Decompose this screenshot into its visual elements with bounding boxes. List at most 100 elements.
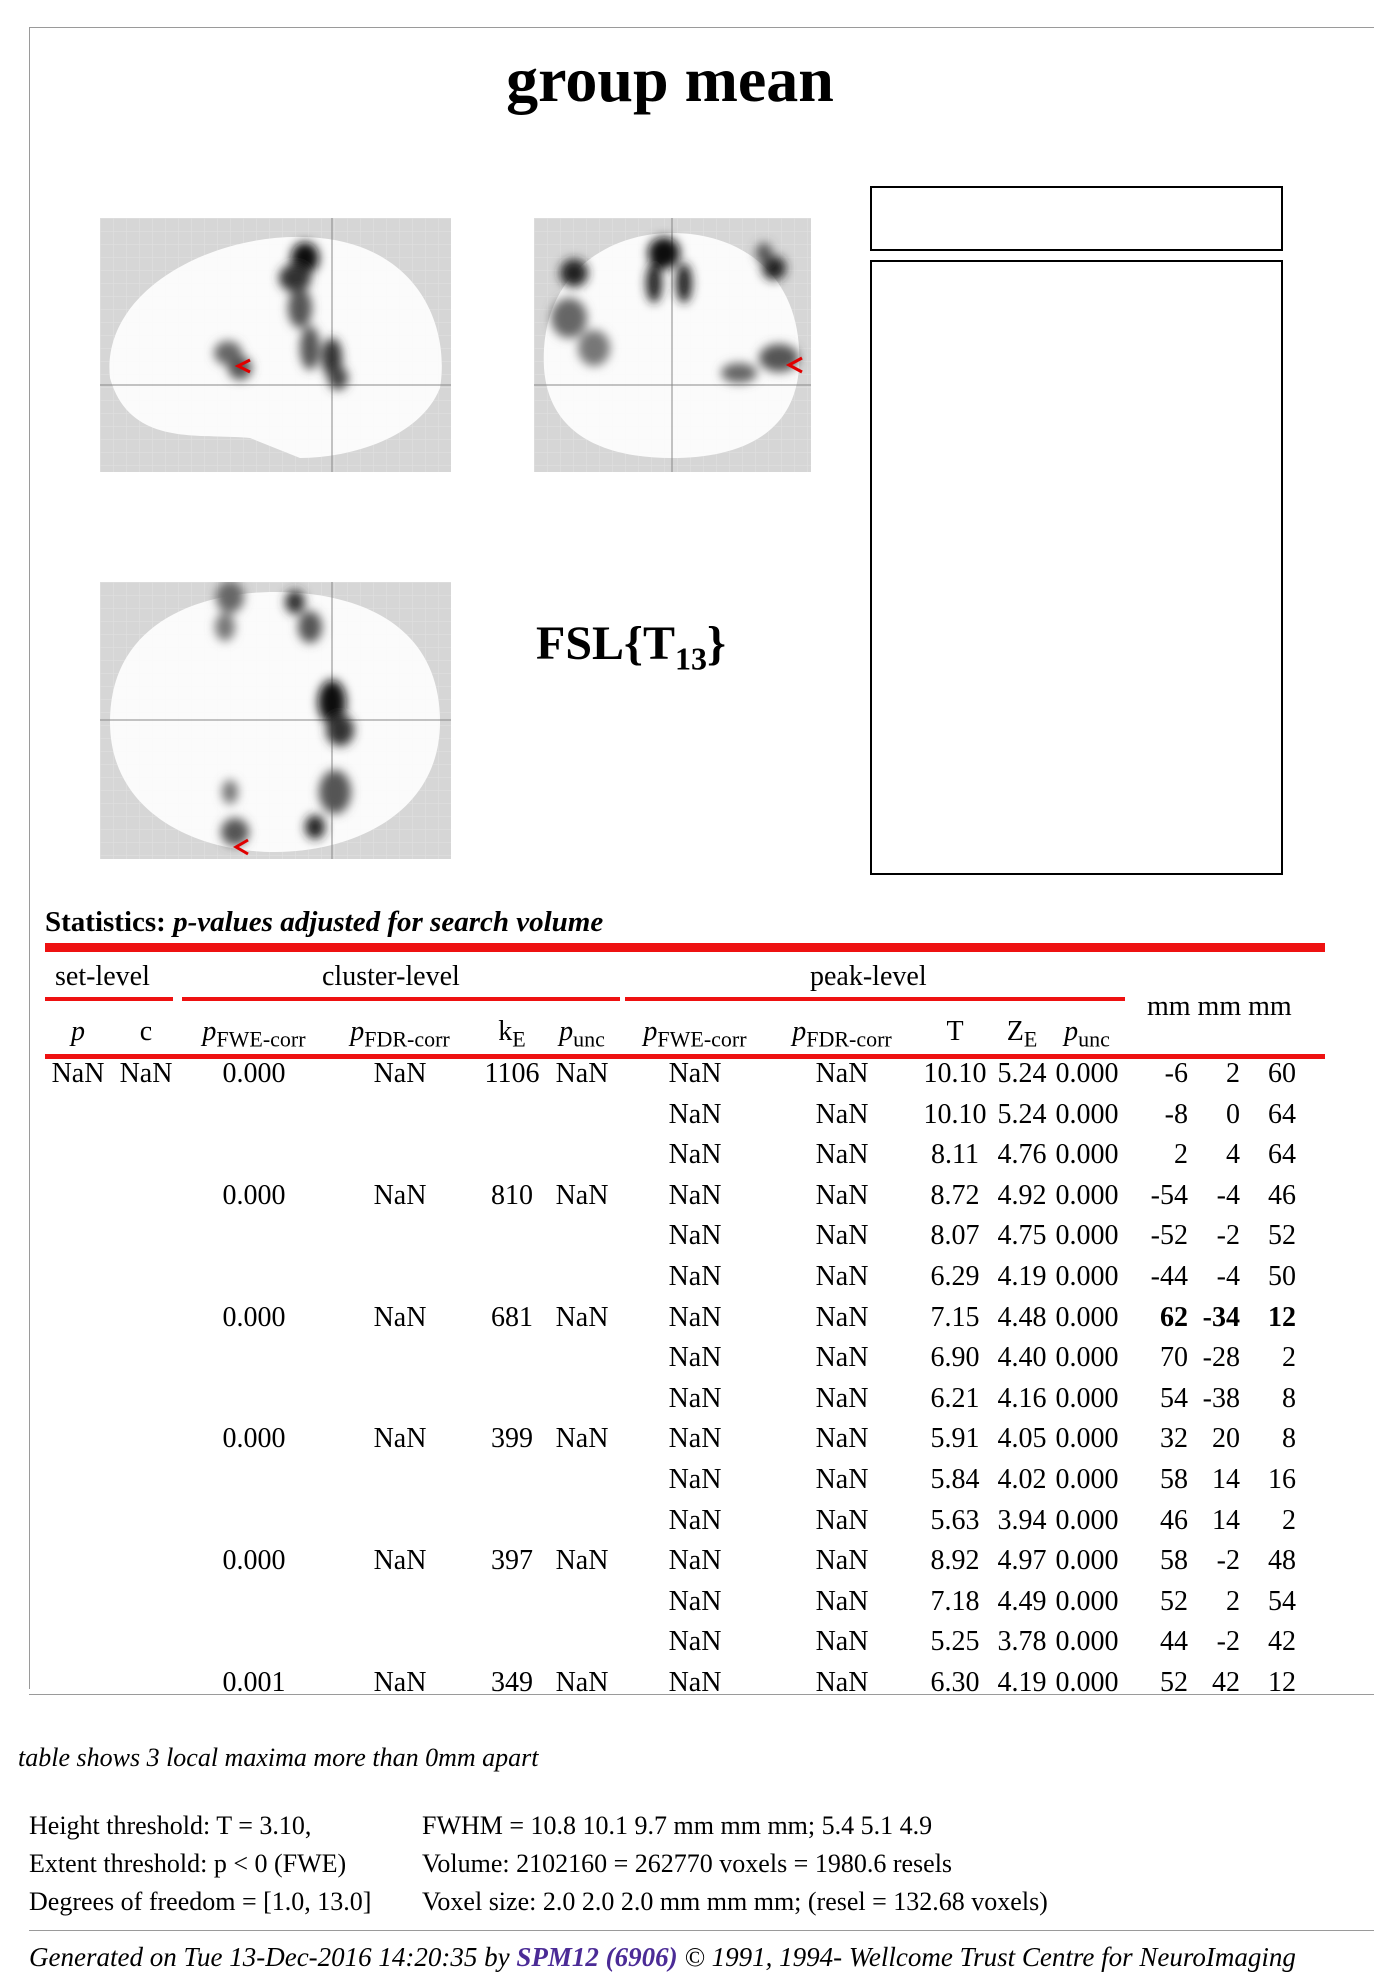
cell-pk-unc: 0.000	[1056, 1340, 1119, 1376]
results-table: NaN NaN 0.000 NaN 1106 NaN NaN NaN 10.10 5.24 0.00…	[0, 1050, 1374, 1694]
cell-cl-fwe: 0.000	[223, 1300, 286, 1336]
cell-ze: 4.92	[998, 1178, 1047, 1214]
cell-pk-unc: 0.000	[1056, 1381, 1119, 1417]
cell-t: 8.11	[931, 1137, 979, 1173]
cell-pk-fwe: NaN	[669, 1056, 722, 1092]
cell-coord-y: 0	[1226, 1097, 1240, 1133]
cell-pk-fdr: NaN	[816, 1462, 869, 1498]
cell-pk-fdr: NaN	[816, 1137, 869, 1173]
cell-pk-fwe: NaN	[669, 1178, 722, 1214]
cell-ze: 4.16	[998, 1381, 1047, 1417]
cell-coord-x: 32	[1160, 1421, 1188, 1457]
cell-pk-unc: 0.000	[1056, 1218, 1119, 1254]
cell-t: 8.72	[931, 1178, 980, 1214]
cell-coord-z: 2	[1282, 1503, 1296, 1539]
cell-coord-z: 8	[1282, 1421, 1296, 1457]
cell-t: 8.07	[931, 1218, 980, 1254]
cell-coord-x: 2	[1174, 1137, 1188, 1173]
cell-coord-z: 50	[1268, 1259, 1296, 1295]
voxel-size: Voxel size: 2.0 2.0 2.0 mm mm mm; (resel…	[422, 1887, 1048, 1917]
cell-cl-fwe: 0.000	[223, 1543, 286, 1579]
cell-coord-y: -34	[1203, 1300, 1240, 1336]
cell-pk-unc: 0.000	[1056, 1056, 1119, 1092]
header-coordinates: mm mm mm	[1147, 990, 1292, 1024]
cell-pk-fwe: NaN	[669, 1381, 722, 1417]
cell-ze: 5.24	[998, 1056, 1047, 1092]
cell-coord-x: -6	[1165, 1056, 1188, 1092]
cell-ke: 1106	[485, 1056, 540, 1092]
cell-coord-y: 14	[1212, 1503, 1240, 1539]
cell-ze: 5.24	[998, 1097, 1047, 1133]
cell-coord-x: 52	[1160, 1584, 1188, 1620]
cell-cl-fwe: 0.000	[223, 1056, 286, 1092]
header-cluster-level: cluster-level	[322, 960, 460, 994]
cell-pk-fdr: NaN	[816, 1624, 869, 1660]
cell-pk-unc: 0.000	[1056, 1421, 1119, 1457]
cell-set-p: NaN	[52, 1056, 105, 1092]
cell-t: 6.21	[931, 1381, 980, 1417]
cell-coord-x: 62	[1160, 1300, 1188, 1336]
cell-coord-z: 16	[1268, 1462, 1296, 1498]
cell-t: 5.84	[931, 1462, 980, 1498]
cell-coord-x: 58	[1160, 1543, 1188, 1579]
cell-pk-unc: 0.000	[1056, 1137, 1119, 1173]
cell-cl-unc: NaN	[556, 1543, 609, 1579]
set-level-rule	[45, 997, 173, 1001]
mip-axial-image	[100, 582, 451, 859]
cell-pk-unc: 0.000	[1056, 1543, 1119, 1579]
cell-coord-y: -28	[1203, 1340, 1240, 1376]
cell-coord-x: -44	[1151, 1259, 1188, 1295]
spm-link[interactable]: SPM12 (6906)	[516, 1942, 677, 1972]
cell-pk-fdr: NaN	[816, 1543, 869, 1579]
cell-cl-unc: NaN	[556, 1421, 609, 1457]
cell-coord-z: 54	[1268, 1584, 1296, 1620]
cell-t: 10.10	[924, 1097, 987, 1133]
cell-pk-fdr: NaN	[816, 1381, 869, 1417]
cell-coord-x: 70	[1160, 1340, 1188, 1376]
degrees-of-freedom: Degrees of freedom = [1.0, 13.0]	[29, 1887, 371, 1917]
cell-ze: 4.49	[998, 1584, 1047, 1620]
contrast-title-box	[870, 186, 1283, 251]
cell-ke: 810	[491, 1178, 533, 1214]
cell-pk-fwe: NaN	[669, 1218, 722, 1254]
cell-cl-fdr: NaN	[374, 1421, 427, 1457]
cell-pk-fwe: NaN	[669, 1624, 722, 1660]
cell-coord-y: -38	[1203, 1381, 1240, 1417]
cell-coord-z: 52	[1268, 1218, 1296, 1254]
cell-ze: 4.02	[998, 1462, 1047, 1498]
cell-coord-z: 12	[1268, 1665, 1296, 1694]
cell-pk-unc: 0.000	[1056, 1584, 1119, 1620]
table-top-rule	[45, 943, 1325, 952]
cell-coord-y: 20	[1212, 1421, 1240, 1457]
cell-ke: 349	[491, 1665, 533, 1694]
cell-coord-z: 64	[1268, 1097, 1296, 1133]
cell-pk-fdr: NaN	[816, 1503, 869, 1539]
page-title: group mean	[400, 38, 940, 122]
cell-cl-fwe: 0.001	[223, 1665, 286, 1694]
cell-pk-fwe: NaN	[669, 1503, 722, 1539]
cell-ze: 4.48	[998, 1300, 1047, 1336]
cell-cl-unc: NaN	[556, 1178, 609, 1214]
cell-pk-fdr: NaN	[816, 1665, 869, 1694]
cell-cl-unc: NaN	[556, 1056, 609, 1092]
footer-separator	[29, 1930, 1374, 1931]
cell-pk-fdr: NaN	[816, 1259, 869, 1295]
cell-cl-fdr: NaN	[374, 1543, 427, 1579]
cell-coord-z: 2	[1282, 1340, 1296, 1376]
stat-label: FSL{T13}	[536, 616, 726, 678]
cell-ze: 4.40	[998, 1340, 1047, 1376]
cell-pk-fdr: NaN	[816, 1421, 869, 1457]
cell-pk-fdr: NaN	[816, 1300, 869, 1336]
cell-coord-z: 42	[1268, 1624, 1296, 1660]
cell-coord-x: -54	[1151, 1178, 1188, 1214]
cell-coord-y: 14	[1212, 1462, 1240, 1498]
cell-coord-y: -4	[1217, 1259, 1240, 1295]
table-note: table shows 3 local maxima more than 0mm…	[18, 1743, 538, 1773]
cell-ke: 397	[491, 1543, 533, 1579]
cell-ke: 681	[491, 1300, 533, 1336]
cell-coord-y: -4	[1217, 1178, 1240, 1214]
cell-coord-x: 54	[1160, 1381, 1188, 1417]
cell-coord-x: -8	[1165, 1097, 1188, 1133]
cell-t: 7.15	[931, 1300, 980, 1336]
mip-coronal-image	[534, 218, 811, 472]
